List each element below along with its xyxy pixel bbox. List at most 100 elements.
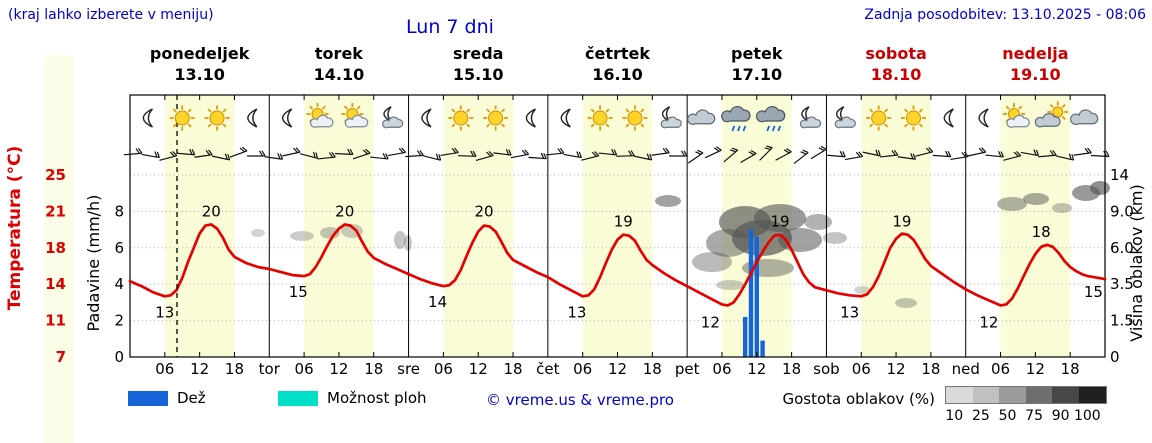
moon-icon xyxy=(943,108,954,128)
svg-text:06: 06 xyxy=(712,360,731,378)
showers-swatch xyxy=(278,390,318,406)
svg-text:06: 06 xyxy=(434,360,453,378)
density-swatch-50 xyxy=(999,387,1026,403)
moon-icon xyxy=(142,108,153,128)
cloud-icon xyxy=(687,109,716,125)
svg-text:12: 12 xyxy=(190,360,209,378)
temperature-axis: 25 21 18 14 11 7 xyxy=(45,166,66,366)
svg-text:18: 18 xyxy=(45,239,66,257)
density-scale-label: 100 xyxy=(1073,408,1101,424)
moon-cloud-icon xyxy=(660,106,682,129)
density-scale-label: 90 xyxy=(1051,408,1070,424)
svg-text:06: 06 xyxy=(573,360,592,378)
svg-text:14: 14 xyxy=(428,293,447,311)
svg-text:21: 21 xyxy=(45,202,66,220)
svg-text:3.5: 3.5 xyxy=(1110,275,1134,293)
rain-swatch xyxy=(128,390,168,406)
svg-text:6: 6 xyxy=(114,239,124,257)
svg-text:18: 18 xyxy=(643,360,662,378)
density-scale-label: 10 xyxy=(945,408,964,424)
day-header-date: 17.10 xyxy=(731,65,782,84)
wind-barbs xyxy=(123,145,1110,165)
svg-text:12: 12 xyxy=(887,360,906,378)
svg-text:tor: tor xyxy=(259,360,281,378)
svg-text:sob: sob xyxy=(813,360,840,378)
density-scale-label: 25 xyxy=(971,408,990,424)
grid-lines xyxy=(130,174,1105,322)
rain-cloud-icon xyxy=(755,106,786,132)
day-header-date: 14.10 xyxy=(314,65,365,84)
legend-showers: Možnost ploh xyxy=(278,389,427,407)
cloud-sun-icon xyxy=(1034,101,1069,128)
temperature-curve xyxy=(128,223,1107,307)
svg-text:7: 7 xyxy=(56,348,66,366)
day-header-date: 19.10 xyxy=(1010,65,1061,84)
svg-text:6.0: 6.0 xyxy=(1110,239,1134,257)
svg-text:19: 19 xyxy=(614,213,633,231)
sun-icon xyxy=(900,105,926,131)
density-swatch-25 xyxy=(972,387,1000,403)
svg-text:25: 25 xyxy=(45,166,66,184)
density-swatch-75 xyxy=(1025,387,1053,403)
sun-cloud-icon xyxy=(306,103,334,128)
day-header-name: četrtek xyxy=(585,44,650,63)
svg-text:06: 06 xyxy=(991,360,1010,378)
cloud-density-label: Gostota oblakov (%) xyxy=(782,390,935,408)
sun-icon xyxy=(448,105,474,131)
svg-text:sre: sre xyxy=(397,360,420,378)
precip-axis: 8 6 4 2 0 xyxy=(114,202,124,366)
sun-cloud-icon xyxy=(341,103,369,128)
moon-cloud-icon xyxy=(799,106,822,129)
rain-bars xyxy=(742,229,765,357)
density-swatch-100 xyxy=(1078,387,1106,403)
svg-text:9.0: 9.0 xyxy=(1110,202,1134,220)
svg-text:06: 06 xyxy=(852,360,871,378)
page-title: Lun 7 dni xyxy=(406,16,494,38)
day-header-name: nedelja xyxy=(1002,44,1068,63)
cloud-height-axis: 14 9.0 6.0 3.5 1.5 0 xyxy=(1110,166,1134,366)
showers-label: Možnost ploh xyxy=(327,389,427,407)
svg-text:2: 2 xyxy=(114,312,124,330)
moon-icon xyxy=(421,108,432,128)
svg-text:13: 13 xyxy=(567,303,586,321)
svg-text:20: 20 xyxy=(202,203,221,221)
svg-text:06: 06 xyxy=(155,360,174,378)
svg-text:13: 13 xyxy=(840,303,859,321)
svg-text:0: 0 xyxy=(1110,348,1120,366)
last-update-label: Zadnja posodobitev: 13.10.2025 - 08:06 xyxy=(864,7,1146,23)
day-header-name: sreda xyxy=(453,44,504,63)
day-header-date: 18.10 xyxy=(871,65,922,84)
svg-text:pet: pet xyxy=(675,360,700,378)
temperature-scale-strip xyxy=(44,55,74,443)
sun-icon xyxy=(587,105,613,131)
cloud-density-blobs xyxy=(251,181,1110,308)
density-scale-label: 75 xyxy=(1025,408,1043,424)
svg-text:19: 19 xyxy=(892,213,911,231)
sun-icon xyxy=(483,105,509,131)
svg-text:18: 18 xyxy=(782,360,801,378)
svg-text:0: 0 xyxy=(114,348,124,366)
day-header-name: torek xyxy=(315,44,363,63)
copyright-link[interactable]: © vreme.us & vreme.pro xyxy=(486,391,674,409)
density-swatch-10 xyxy=(946,387,973,403)
sun-icon xyxy=(622,105,648,131)
svg-text:12: 12 xyxy=(469,360,488,378)
cloud-density-scale-labels: 10 25 50 75 90 100 xyxy=(941,405,1101,424)
svg-text:12: 12 xyxy=(1026,360,1045,378)
svg-text:11: 11 xyxy=(45,312,66,330)
svg-text:20: 20 xyxy=(335,203,354,221)
rain-cloud-icon xyxy=(721,106,751,132)
svg-text:18: 18 xyxy=(503,360,522,378)
moon-icon xyxy=(525,108,536,128)
moon-icon xyxy=(560,108,571,128)
svg-text:1.5: 1.5 xyxy=(1110,312,1134,330)
svg-text:14: 14 xyxy=(1110,166,1129,184)
moon-icon xyxy=(282,108,293,128)
svg-text:20: 20 xyxy=(474,203,493,221)
day-headers: ponedeljek 13.10 torek 14.10 sreda 15.10 četrt… xyxy=(150,44,1069,84)
cloud-icon xyxy=(1070,109,1099,125)
svg-text:12: 12 xyxy=(608,360,627,378)
svg-text:06: 06 xyxy=(295,360,314,378)
location-hint: (kraj lahko izberete v meniju) xyxy=(8,7,214,23)
